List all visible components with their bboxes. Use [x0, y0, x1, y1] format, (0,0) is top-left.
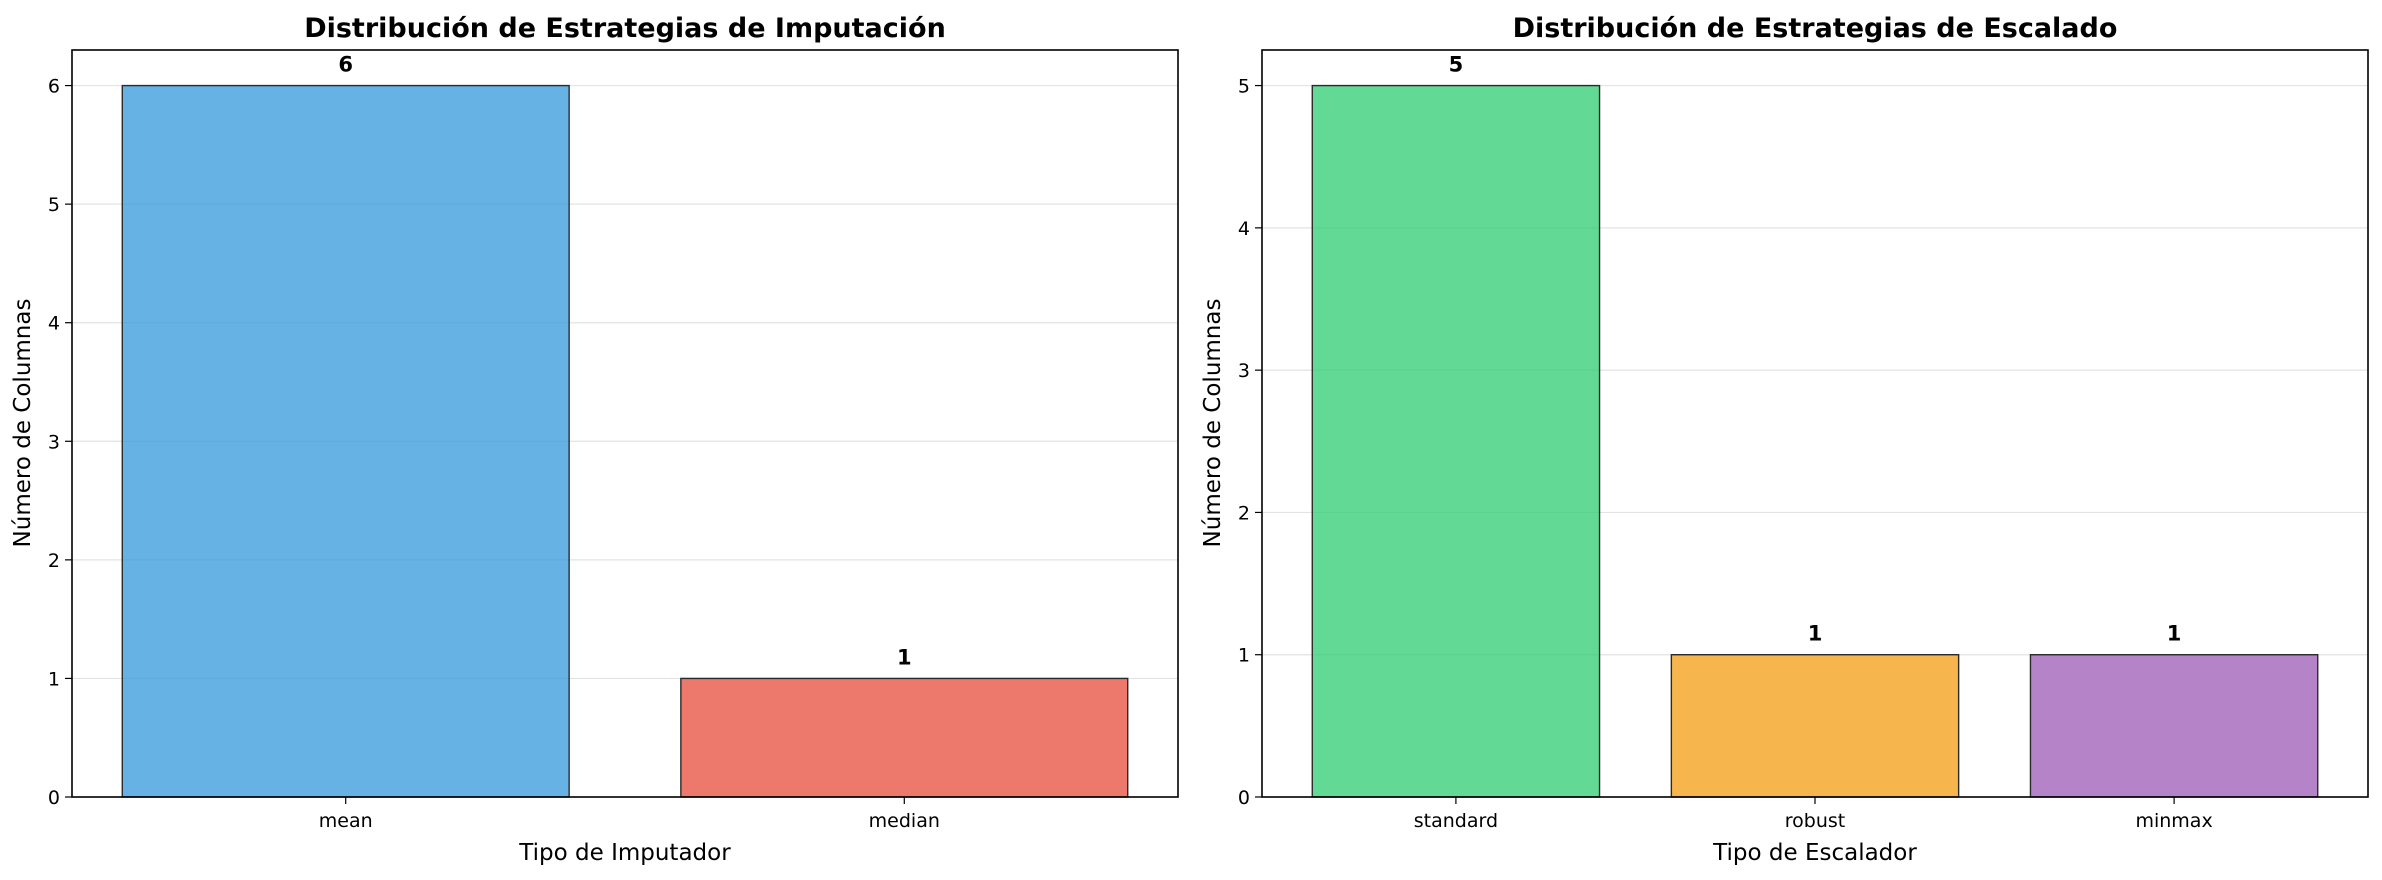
scaling-bars	[1311, 84, 2319, 798]
imputation-bar-mean	[121, 84, 570, 798]
scaling-y-tick-label: 5	[1238, 76, 1250, 98]
imputation-x-axis-label: Tipo de Imputador	[518, 840, 731, 866]
scaling-y-axis-label: Número de Columnas	[1200, 299, 1226, 548]
imputation-y-tick-label: 3	[48, 431, 60, 453]
imputation-data-label-median: 1	[897, 645, 912, 669]
imputation-plot-frame	[71, 49, 1179, 798]
scaling-chart-title: Distribución de Estrategias de Escalado	[1513, 13, 2118, 44]
imputation-y-tick-label: 2	[48, 550, 60, 572]
scaling-x-tick-label-standard: standard	[1414, 810, 1498, 832]
scaling-data-label-standard: 5	[1449, 53, 1464, 77]
scaling-x-ticks: standard robust minmax	[1414, 797, 2213, 832]
scaling-y-tick-label: 4	[1238, 218, 1250, 240]
scaling-y-ticks: 0 1 2 3 4 5	[1238, 76, 1262, 809]
scaling-data-label-minmax: 1	[2167, 622, 2182, 646]
imputation-bar-median	[680, 677, 1129, 798]
scaling-y-tick-label: 3	[1238, 360, 1250, 382]
scaling-bar-robust	[1670, 654, 1960, 798]
imputation-data-label-mean: 6	[338, 53, 353, 77]
imputation-bars	[121, 84, 1129, 798]
scaling-x-tick-label-robust: robust	[1785, 810, 1845, 832]
imputation-y-ticks: 0 1 2 3 4 5 6	[48, 76, 72, 809]
imputation-chart-title: Distribución de Estrategias de Imputació…	[304, 13, 946, 44]
imputation-y-tick-label: 5	[48, 194, 60, 216]
scaling-x-axis-label: Tipo de Escalador	[1712, 840, 1917, 866]
imputation-x-tick-label-median: median	[869, 810, 940, 832]
scaling-bar-standard	[1311, 84, 1601, 798]
scaling-bar-minmax	[2029, 654, 2319, 798]
scaling-chart: 0 1 2 3 4 5 standard robust minmax 5 1 1 Distribu…	[1200, 13, 2369, 866]
scaling-data-label-robust: 1	[1808, 622, 1823, 646]
imputation-y-axis-label: Número de Columnas	[10, 299, 36, 548]
imputation-y-tick-label: 6	[48, 76, 60, 98]
imputation-data-labels: 61	[338, 53, 911, 670]
imputation-y-tick-label: 1	[48, 668, 60, 690]
imputation-x-ticks: mean median	[319, 797, 940, 832]
scaling-x-tick-label-minmax: minmax	[2135, 810, 2212, 832]
imputation-x-tick-label-mean: mean	[319, 810, 373, 832]
scaling-y-tick-label: 0	[1238, 787, 1250, 809]
imputation-y-tick-label: 4	[48, 313, 60, 335]
scaling-y-tick-label: 1	[1238, 645, 1250, 667]
scaling-y-tick-label: 2	[1238, 502, 1250, 524]
imputation-y-tick-label: 0	[48, 787, 60, 809]
scaling-data-labels: 5 1 1	[1449, 53, 2182, 646]
